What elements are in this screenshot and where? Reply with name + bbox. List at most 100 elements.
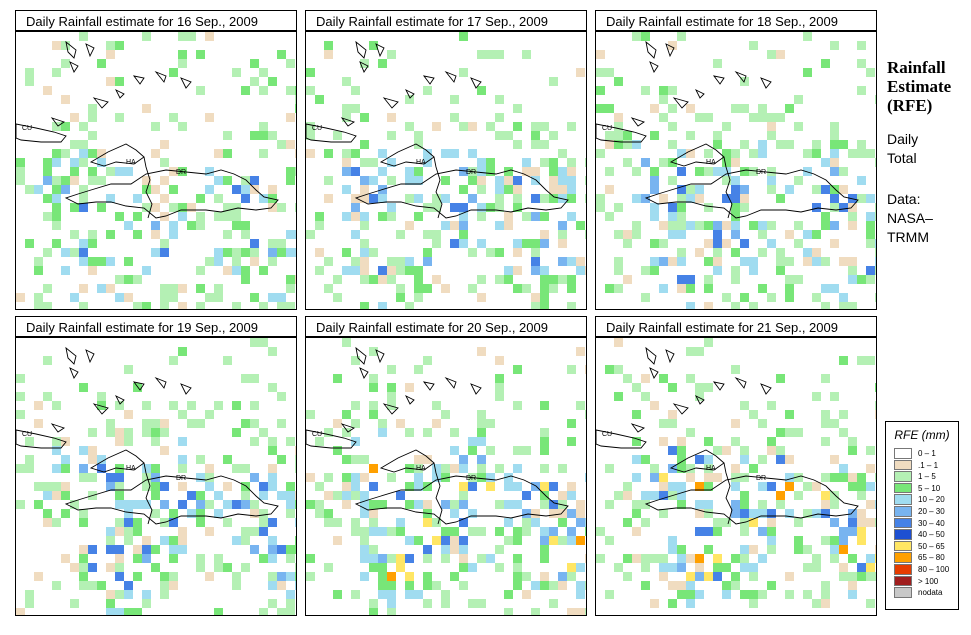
rainfall-cell: [821, 419, 830, 428]
rainfall-cell: [333, 419, 342, 428]
rainfall-cell: [794, 518, 803, 527]
rainfall-cell: [160, 239, 169, 248]
rainfall-cell: [232, 248, 241, 257]
rainfall-cell: [151, 491, 160, 500]
rainfall-cell: [677, 230, 686, 239]
rainfall-cell: [115, 527, 124, 536]
rainfall-cell: [513, 365, 522, 374]
rainfall-cell: [378, 212, 387, 221]
rainfall-cell: [866, 482, 875, 491]
legend-item: .1 – 1: [886, 459, 958, 472]
rainfall-cell: [241, 185, 250, 194]
rainfall-cell: [875, 410, 876, 419]
rainfall-cell: [378, 419, 387, 428]
rainfall-cell: [369, 410, 378, 419]
rainfall-cell: [776, 257, 785, 266]
rainfall-cell: [767, 518, 776, 527]
rainfall-cell: [61, 482, 70, 491]
rainfall-cell: [549, 581, 558, 590]
rainfall-cell: [821, 491, 830, 500]
rainfall-cell: [79, 185, 88, 194]
rainfall-cell: [160, 419, 169, 428]
rainfall-cell: [504, 518, 513, 527]
rainfall-cell: [677, 464, 686, 473]
rainfall-cell: [866, 230, 875, 239]
rainfall-cell: [351, 149, 360, 158]
rainfall-cell: [441, 590, 450, 599]
rainfall-cell: [70, 167, 79, 176]
rainfall-cell: [286, 545, 295, 554]
rainfall-cell: [369, 176, 378, 185]
rainfall-cell: [277, 572, 286, 581]
rainfall-cell: [268, 482, 277, 491]
rainfall-cell: [268, 383, 277, 392]
rainfall-cell: [351, 167, 360, 176]
rainfall-cell: [513, 464, 522, 473]
rainfall-cell: [178, 464, 187, 473]
rainfall-cell: [414, 131, 423, 140]
rainfall-cell: [61, 149, 70, 158]
rainfall-cell: [614, 392, 623, 401]
rainfall-cell: [360, 536, 369, 545]
rainfall-cell: [115, 518, 124, 527]
rainfall-cell: [722, 518, 731, 527]
rainfall-cell: [848, 302, 857, 309]
rainfall-cell: [414, 176, 423, 185]
rainfall-cell: [659, 284, 668, 293]
rainfall-cell: [704, 545, 713, 554]
rainfall-cell: [61, 491, 70, 500]
rainfall-cell: [43, 482, 52, 491]
rainfall-cell: [196, 302, 205, 309]
island-coastline: [404, 88, 415, 99]
rainfall-cell: [16, 167, 25, 176]
rainfall-cell: [857, 356, 866, 365]
country-label-dominican_republic: DR: [176, 475, 186, 482]
rainfall-cell: [160, 500, 169, 509]
rainfall-cell: [232, 581, 241, 590]
rainfall-cell: [839, 302, 848, 309]
rainfall-cell: [223, 482, 232, 491]
rainfall-cell: [295, 545, 296, 554]
rainfall-cell: [504, 608, 513, 615]
rainfall-cell: [295, 563, 296, 572]
rainfall-cell: [333, 590, 342, 599]
rainfall-cell: [632, 527, 641, 536]
rainfall-cell: [97, 284, 106, 293]
rainfall-cell: [875, 239, 876, 248]
rainfall-cell: [495, 275, 504, 284]
rainfall-cell: [178, 437, 187, 446]
rainfall-cell: [632, 437, 641, 446]
rainfall-cell: [731, 149, 740, 158]
rainfall-cell: [650, 599, 659, 608]
rainfall-cell: [686, 581, 695, 590]
rainfall-cell: [641, 374, 650, 383]
rainfall-cell: [803, 230, 812, 239]
rainfall-cell: [142, 428, 151, 437]
rainfall-cell: [695, 347, 704, 356]
rainfall-cell: [25, 77, 34, 86]
rainfall-cell: [614, 365, 623, 374]
rainfall-cell: [857, 140, 866, 149]
rainfall-cell: [540, 302, 549, 309]
country-label-dominican_republic: DR: [466, 169, 476, 176]
rainfall-cell: [52, 401, 61, 410]
panel-title: Daily Rainfall estimate for 18 Sep., 200…: [595, 10, 877, 31]
rainfall-cell: [740, 545, 749, 554]
rainfall-cell: [61, 122, 70, 131]
rainfall-cell: [531, 122, 540, 131]
rainfall-cell: [79, 257, 88, 266]
rainfall-cell: [369, 518, 378, 527]
rainfall-cell: [623, 491, 632, 500]
rainfall-cell: [614, 266, 623, 275]
rainfall-cell: [223, 248, 232, 257]
rainfall-cell: [79, 158, 88, 167]
rainfall-cell: [549, 284, 558, 293]
rainfall-cell: [486, 248, 495, 257]
legend-item: 80 – 100: [886, 563, 958, 576]
rainfall-cell: [785, 473, 794, 482]
rainfall-cell: [576, 257, 585, 266]
rainfall-cell: [605, 68, 614, 77]
rainfall-cell: [614, 230, 623, 239]
rainfall-cell: [277, 545, 286, 554]
